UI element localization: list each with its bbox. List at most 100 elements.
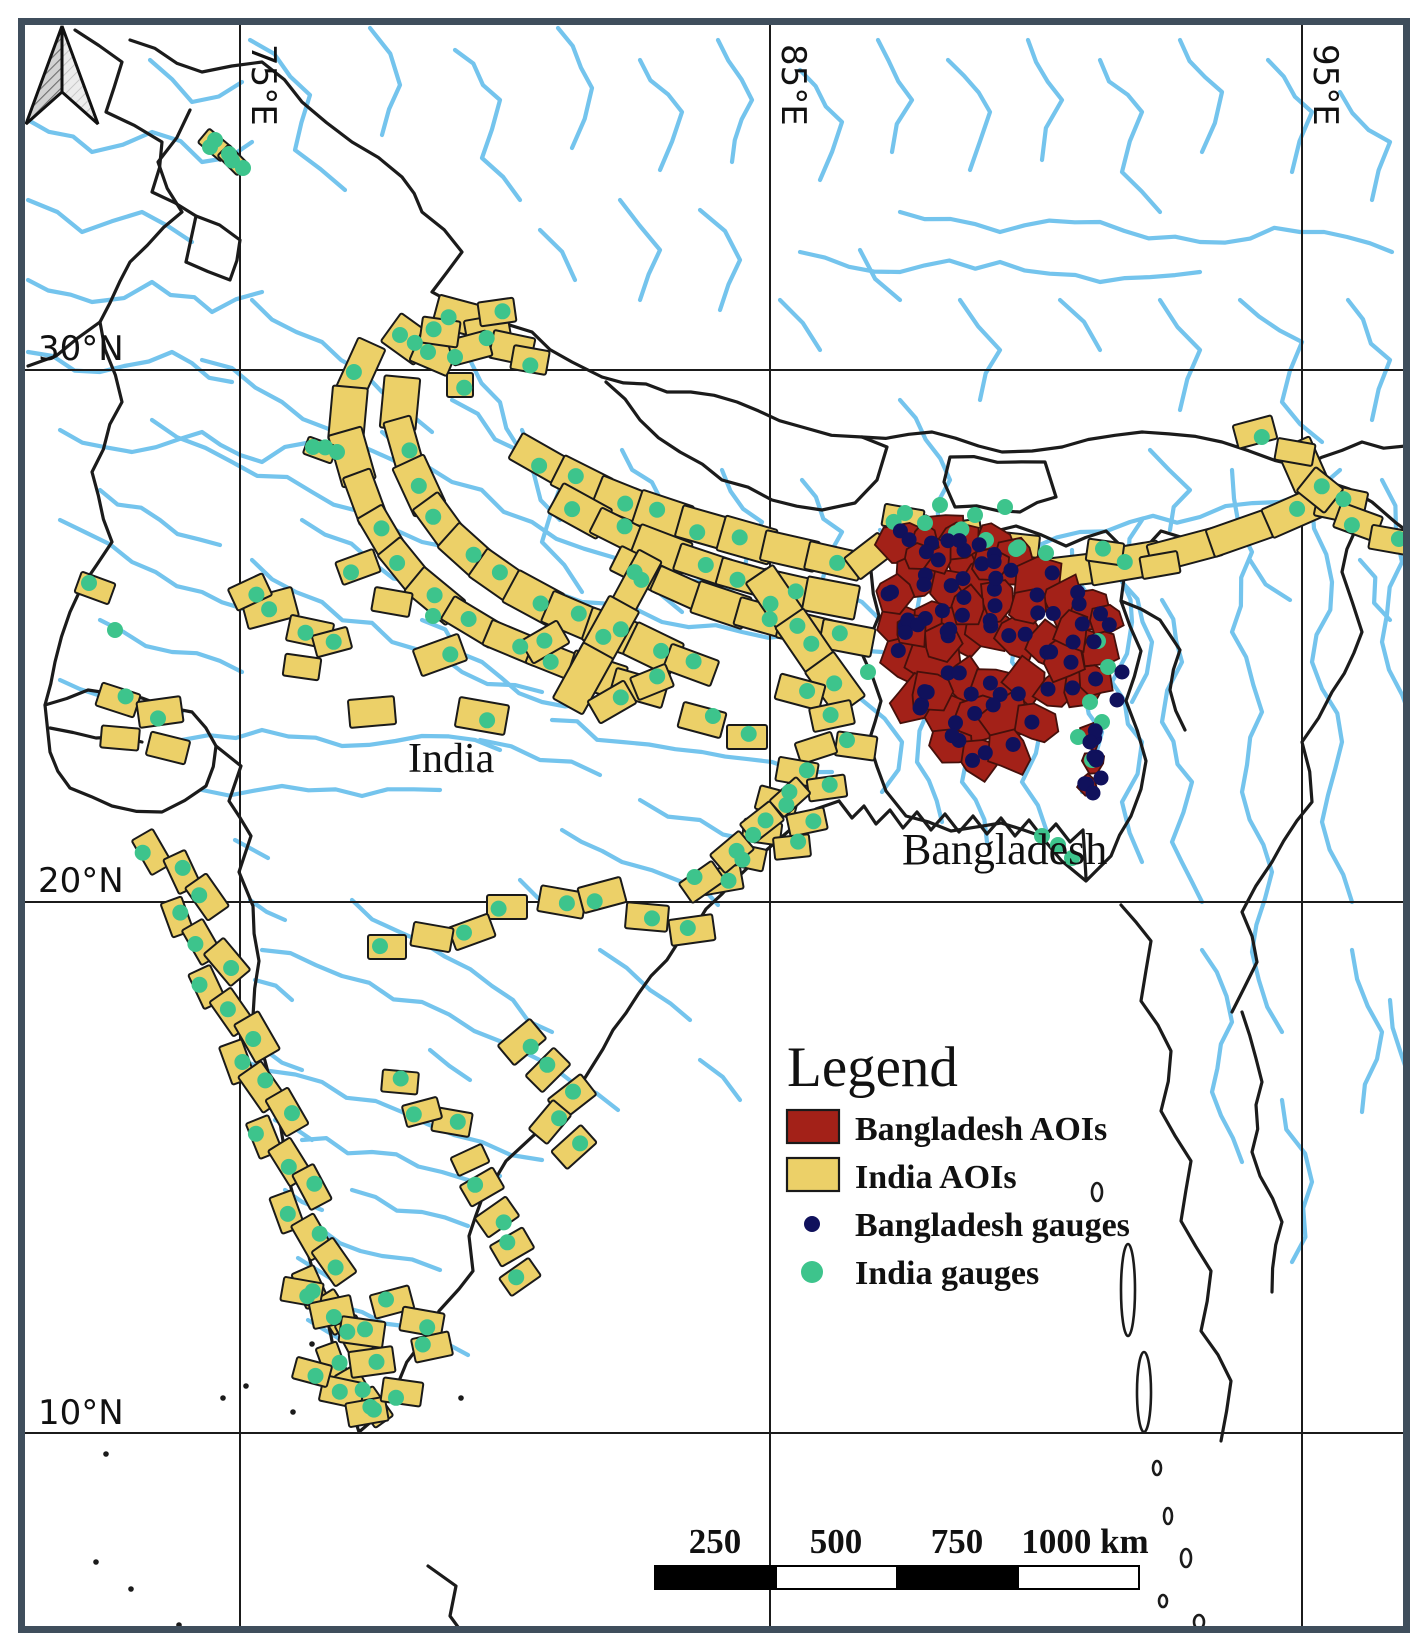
legend-label-india-gauges: India gauges — [855, 1255, 1039, 1292]
bangladesh-gauge-dot — [1088, 752, 1104, 768]
islands-layer — [93, 1181, 1206, 1626]
india-gauge-dot — [586, 893, 603, 910]
river-path — [57, 517, 265, 625]
india-gauge-dot — [223, 960, 240, 976]
india-gauge-dot — [245, 1031, 262, 1047]
india-gauge-dot — [1313, 478, 1330, 495]
india-gauge-dot — [1038, 545, 1054, 561]
river-path — [249, 557, 545, 695]
india-gauge-dot — [306, 1175, 323, 1192]
india-gauge-dot — [1064, 850, 1080, 866]
india-gauge-dot — [465, 546, 482, 563]
river-path — [1025, 37, 1065, 163]
india-gauge-dot — [368, 1353, 385, 1370]
bangladesh-gauge-dot — [943, 578, 959, 594]
islet-speck — [458, 1395, 464, 1401]
river-path — [179, 727, 503, 753]
river-path — [367, 25, 403, 138]
islet-speck — [176, 1622, 182, 1626]
islet-speck — [103, 1451, 109, 1457]
scale-segment-2 — [775, 1565, 898, 1590]
bangladesh-gauge-dot — [986, 581, 1002, 597]
india-gauge-dot — [686, 869, 703, 885]
river-path — [1349, 947, 1385, 1115]
india-gauge-dot — [401, 442, 418, 459]
country-border — [1119, 599, 1187, 732]
river-path — [1237, 297, 1325, 445]
india-gauge-dot — [762, 595, 779, 612]
bangladesh-gauge-dot — [1071, 596, 1087, 612]
india-gauge-dot — [449, 1113, 466, 1130]
river-path — [1337, 89, 1393, 203]
bangladesh-gauge-dot — [1101, 617, 1117, 633]
india-gauge-dot — [311, 1225, 328, 1242]
river-path — [945, 57, 993, 173]
map-background — [25, 25, 1403, 1626]
india-gauge-dot — [745, 826, 762, 843]
india-aoi — [794, 731, 838, 765]
islet-speck — [309, 1341, 315, 1347]
bangladesh-gauge-dot — [982, 675, 998, 691]
bangladesh-gauge-dot — [1045, 606, 1061, 621]
india-gauge-dot — [419, 1319, 436, 1336]
india-gauge-dot — [839, 732, 855, 749]
legend-label-bangladesh-gauges: Bangladesh gauges — [855, 1207, 1130, 1244]
country-border — [1300, 440, 1403, 469]
bangladesh-gauge-dot — [1114, 664, 1130, 680]
india-gauge-dot — [522, 357, 539, 374]
india-gauge-dot — [798, 762, 815, 779]
river-path — [147, 57, 245, 105]
river-path — [797, 249, 1203, 285]
islet-speck — [93, 1559, 99, 1565]
india-gauge-dot — [757, 812, 774, 829]
bangladesh-gauge-dot — [940, 665, 956, 681]
river-path — [697, 207, 743, 313]
scale-bar: 250 500 750 1000 km — [654, 1522, 1149, 1590]
india-gauge-dot — [425, 508, 442, 525]
bangladesh-gauge-dot — [986, 554, 1002, 570]
india-gauge-dot — [508, 1269, 525, 1286]
india-gauge-dot — [357, 1321, 373, 1338]
india-aoi — [412, 633, 468, 677]
india-gauge-dot — [697, 557, 714, 573]
india-gauge-dot — [307, 1367, 324, 1384]
legend-label-india-aois: India AOIs — [855, 1159, 1017, 1196]
india-gauge-dot — [616, 518, 633, 535]
bangladesh-gauge-dot — [987, 598, 1003, 614]
river-path — [1387, 997, 1403, 1066]
india-gauge-dot — [740, 725, 757, 742]
india-gauge-dot — [325, 1309, 342, 1325]
india-gauge-dot — [219, 1001, 236, 1018]
parallel-10n-label: 10°N — [38, 1393, 124, 1433]
india-gauge-dot — [778, 797, 795, 813]
bangladesh-gauge-dot — [1093, 770, 1109, 786]
india-gauge-dot — [494, 303, 511, 320]
india-gauge-dot — [331, 1383, 348, 1400]
bangladesh-gauge-dot — [940, 533, 956, 549]
bangladesh-gauge-dot — [919, 684, 935, 700]
bangladesh-gauge-dot — [967, 706, 983, 721]
north-arrow-right-half — [60, 25, 100, 126]
river-path — [1309, 497, 1355, 905]
river-path — [259, 947, 621, 1113]
bangladesh-gauge-dot — [1063, 654, 1079, 670]
india-gauge-dot — [261, 601, 278, 618]
india-gauge-dot — [442, 646, 459, 663]
river-path — [1229, 467, 1285, 1035]
bangladesh-gauge-dot — [985, 697, 1001, 713]
bangladesh-gauge-dot — [1087, 723, 1103, 739]
country-border — [942, 455, 1058, 514]
india-aoi — [801, 575, 861, 621]
island — [1135, 1350, 1153, 1434]
river-path — [349, 897, 555, 1035]
river-path — [957, 297, 1003, 403]
india-aoi — [145, 730, 191, 766]
india-gauge-dot — [299, 1288, 316, 1305]
bangladesh-gauge-dot — [1001, 628, 1017, 644]
bangladesh-gauge-dot — [956, 590, 972, 605]
country-border — [860, 430, 1064, 454]
bangladesh-gauge-dot — [912, 700, 928, 716]
india-gauge-dot — [150, 710, 166, 727]
river-path — [199, 783, 443, 799]
island — [1192, 1613, 1206, 1626]
